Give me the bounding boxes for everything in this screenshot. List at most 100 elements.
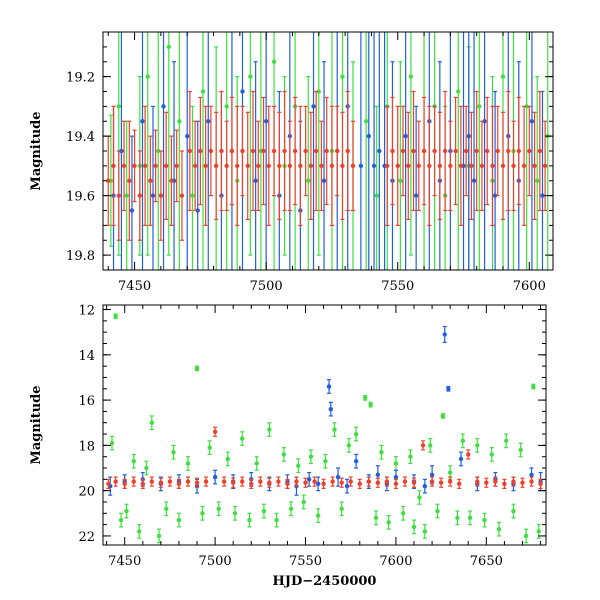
data-point — [385, 105, 390, 226]
data-point — [447, 476, 453, 487]
data-point — [298, 105, 303, 226]
data-point — [346, 437, 352, 453]
data-point — [271, 105, 277, 197]
data-point — [511, 476, 516, 487]
series-0 — [109, 313, 541, 544]
data-point — [192, 120, 198, 212]
data-point — [164, 501, 169, 517]
data-point — [479, 120, 485, 212]
data-point — [274, 512, 279, 528]
data-point — [529, 476, 534, 487]
data-point — [386, 514, 391, 530]
data-point — [371, 32, 377, 270]
data-point — [287, 120, 293, 212]
data-point — [176, 512, 182, 528]
plot-area — [106, 313, 543, 544]
data-point — [156, 32, 161, 270]
data-point — [326, 379, 332, 394]
data-point — [524, 32, 529, 270]
data-point — [324, 96, 329, 206]
data-point — [520, 477, 525, 488]
data-point — [221, 476, 227, 487]
data-point — [463, 105, 469, 197]
data-point — [111, 105, 116, 226]
data-point — [124, 503, 129, 519]
data-point — [166, 32, 171, 256]
y-axis-label: Magnitude — [29, 385, 44, 464]
data-point — [109, 435, 115, 451]
plot-area — [106, 32, 550, 270]
data-point — [113, 313, 118, 320]
x-tick-label: 7600 — [379, 554, 412, 569]
data-point — [276, 476, 281, 487]
data-point — [400, 505, 406, 521]
data-point — [208, 105, 214, 197]
data-point — [129, 135, 135, 270]
data-point — [145, 32, 150, 256]
data-point — [308, 449, 314, 465]
x-tick-label: 7500 — [250, 279, 283, 294]
x-tick-label: 7450 — [108, 554, 141, 569]
data-point — [313, 90, 319, 212]
data-point — [206, 32, 211, 270]
data-point — [471, 32, 477, 270]
data-point — [453, 96, 458, 206]
data-point — [421, 96, 427, 206]
data-point — [411, 477, 417, 488]
series-0 — [108, 32, 550, 270]
data-point — [384, 476, 390, 487]
data-point — [350, 120, 356, 212]
data-point — [474, 90, 479, 212]
data-point — [121, 120, 127, 212]
data-point — [358, 32, 364, 270]
data-point — [432, 105, 437, 197]
data-point — [353, 426, 359, 442]
data-point — [440, 413, 446, 419]
data-point — [490, 105, 495, 226]
data-point — [422, 524, 428, 539]
data-point — [335, 105, 340, 197]
data-point — [158, 150, 164, 241]
data-point — [408, 449, 413, 465]
data-point — [492, 90, 498, 270]
data-point — [335, 467, 341, 487]
data-point — [475, 437, 480, 453]
data-point — [535, 76, 540, 270]
data-point — [506, 90, 511, 212]
data-point — [353, 453, 359, 469]
data-point — [124, 120, 129, 270]
data-point — [460, 433, 466, 449]
data-point — [245, 111, 250, 221]
data-point — [136, 524, 142, 539]
data-point — [416, 120, 421, 212]
data-point — [240, 32, 245, 270]
data-point — [395, 105, 400, 226]
data-point — [484, 477, 489, 488]
data-point — [393, 456, 399, 471]
data-point — [469, 111, 474, 221]
data-point — [200, 32, 206, 270]
data-point — [113, 476, 118, 487]
data-point — [240, 105, 245, 197]
data-point — [263, 32, 269, 270]
data-point — [294, 476, 299, 487]
data-point — [122, 478, 127, 489]
data-point — [538, 478, 543, 489]
data-point — [106, 478, 111, 489]
data-point — [482, 32, 487, 270]
data-point — [230, 477, 236, 488]
data-point — [332, 422, 337, 437]
data-point — [153, 129, 158, 203]
data-point — [321, 61, 327, 270]
data-point — [403, 32, 408, 270]
series-2 — [106, 90, 548, 241]
data-point — [271, 32, 277, 270]
data-point — [177, 32, 182, 270]
data-point — [319, 120, 324, 212]
data-point — [240, 476, 245, 487]
top-panel: 7450 7500 7550 7600 19.2 19.4 19.6 19.8 Magnitud… — [29, 31, 554, 294]
data-point — [379, 444, 384, 460]
data-point — [422, 478, 428, 494]
data-point — [374, 105, 379, 270]
data-point — [149, 415, 155, 431]
